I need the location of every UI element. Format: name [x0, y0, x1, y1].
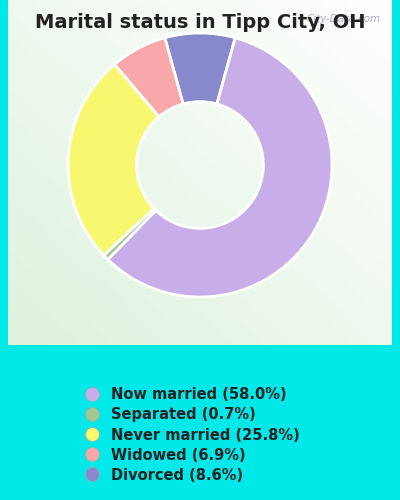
- Text: Marital status in Tipp City, OH: Marital status in Tipp City, OH: [35, 12, 365, 32]
- Wedge shape: [104, 208, 156, 260]
- Legend: Now married (58.0%), Separated (0.7%), Never married (25.8%), Widowed (6.9%), Di: Now married (58.0%), Separated (0.7%), N…: [79, 382, 306, 488]
- Text: City-Data.com: City-Data.com: [306, 14, 380, 24]
- Wedge shape: [68, 64, 159, 256]
- Wedge shape: [165, 33, 235, 104]
- Wedge shape: [108, 38, 332, 297]
- Wedge shape: [114, 38, 183, 117]
